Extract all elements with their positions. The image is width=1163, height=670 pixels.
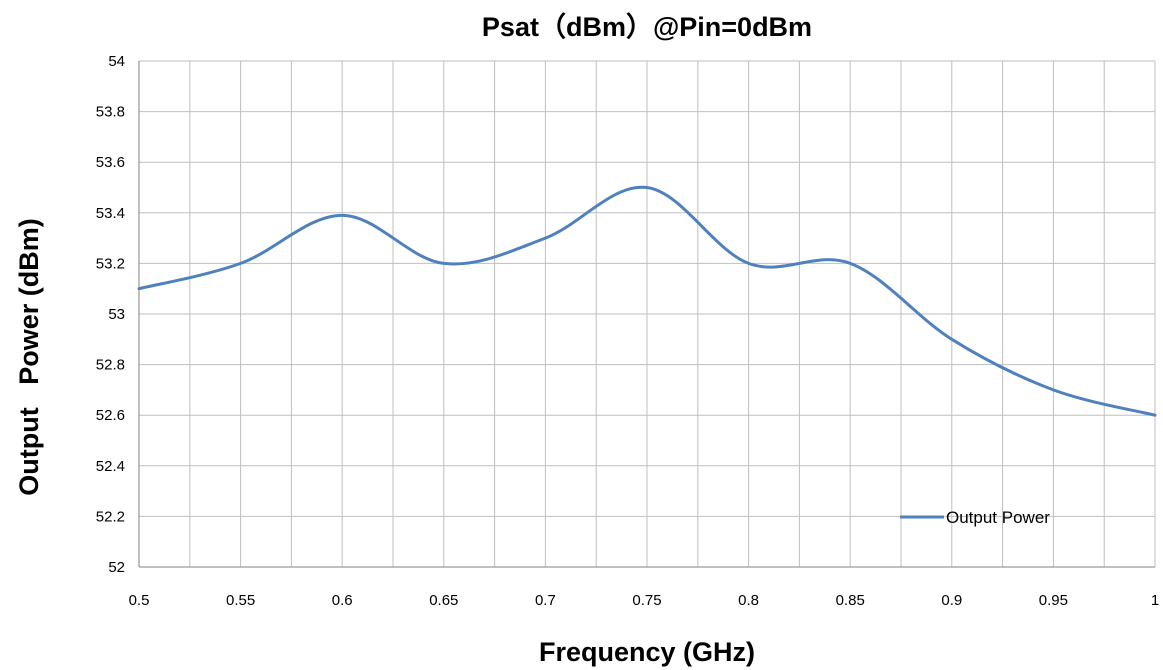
x-tick-label: 0.8	[738, 592, 759, 609]
y-tick-label: 52.8	[96, 357, 125, 374]
legend-label: Output Power	[946, 508, 1050, 527]
y-tick-label: 52.4	[96, 458, 125, 475]
x-tick-label: 0.5	[129, 592, 150, 609]
y-tick-label: 52.2	[96, 508, 125, 525]
y-tick-label: 52	[108, 559, 125, 576]
y-tick-label: 53.4	[96, 205, 125, 222]
y-tick-label: 53.6	[96, 154, 125, 171]
x-tick-label: 1	[1151, 592, 1159, 609]
x-tick-label: 0.55	[226, 592, 255, 609]
legend: Output Power	[900, 508, 1050, 527]
x-tick-label: 0.65	[429, 592, 458, 609]
y-tick-label: 53.8	[96, 104, 125, 121]
x-tick-label: 0.6	[332, 592, 353, 609]
x-tick-label: 0.95	[1039, 592, 1068, 609]
y-tick-label: 53	[108, 306, 125, 323]
x-tick-label: 0.7	[535, 592, 556, 609]
chart-title: Psat（dBm）@Pin=0dBm	[482, 12, 812, 42]
x-tick-label: 0.9	[941, 592, 962, 609]
y-axis-label: Output Power (dBm)	[14, 218, 44, 495]
tick-labels: 52 52.2 52.4 52.6 52.8 53 53.2 53.4 53.6 53.8 54 0.…	[96, 53, 1159, 609]
y-tick-label: 52.6	[96, 407, 125, 424]
series	[137, 185, 1157, 417]
x-tick-label: 0.75	[632, 592, 661, 609]
grid	[138, 60, 1156, 568]
x-axis-label: Frequency (GHz)	[539, 637, 755, 667]
y-tick-label: 54	[108, 53, 125, 70]
x-tick-label: 0.85	[836, 592, 865, 609]
y-tick-label: 53.2	[96, 255, 125, 272]
axes	[138, 61, 1155, 568]
series-line-output-power	[137, 185, 1157, 417]
